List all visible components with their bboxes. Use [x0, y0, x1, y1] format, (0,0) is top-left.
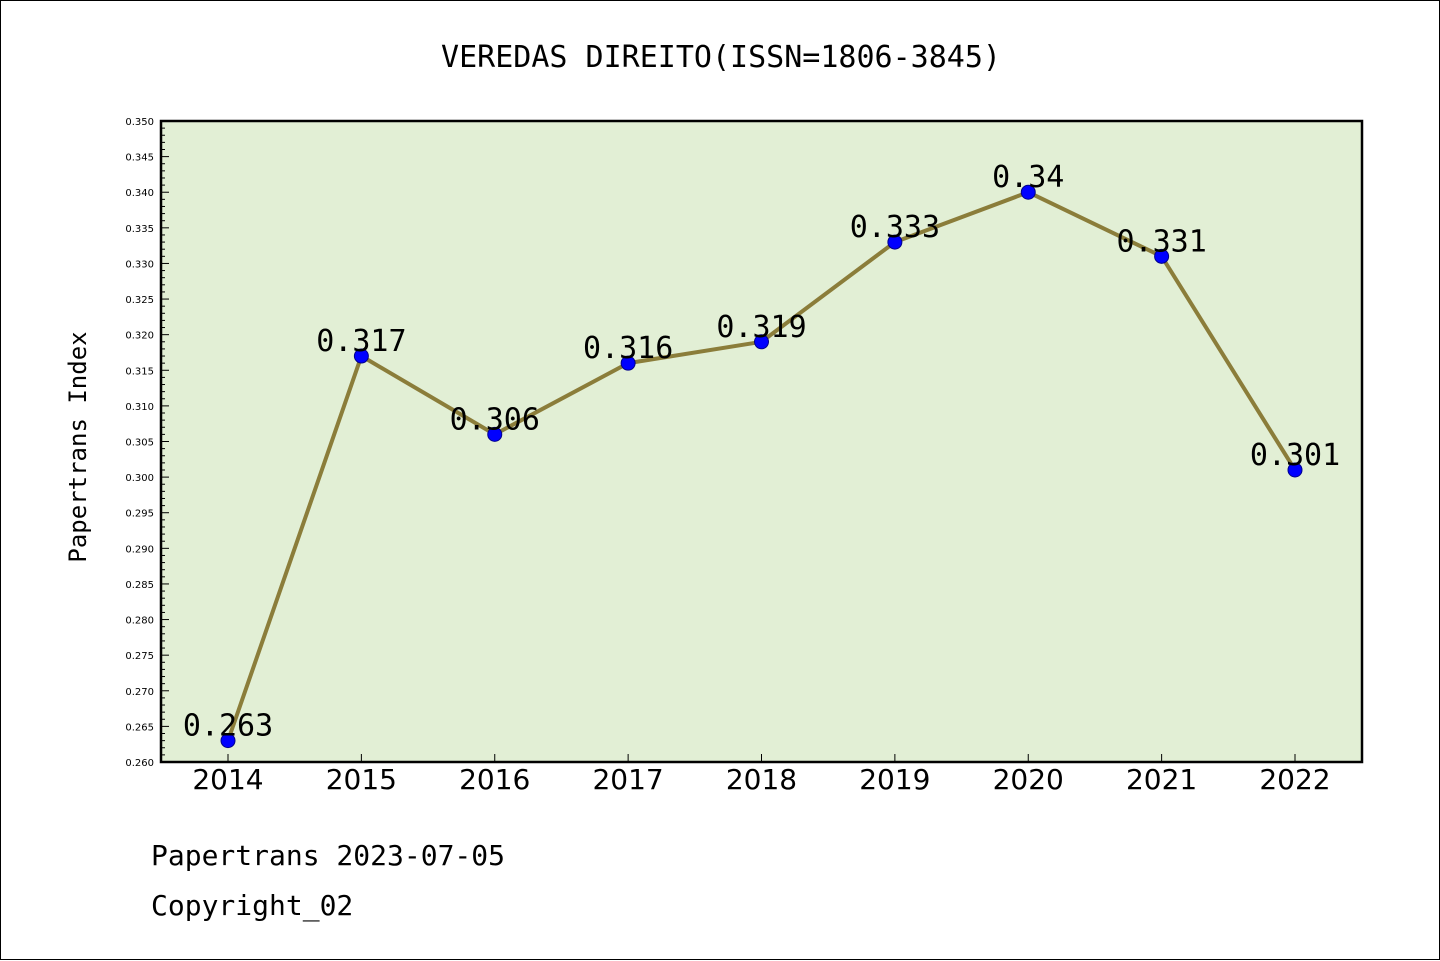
y-tick-label: 0.305: [125, 438, 154, 449]
x-tick-label: 2022: [1259, 763, 1330, 796]
x-tick-label: 2017: [592, 763, 663, 796]
data-point: [1020, 184, 1036, 200]
data-point: [754, 334, 769, 350]
y-axis-label: Papertrans Index: [64, 331, 92, 562]
data-label: 0.331: [1116, 224, 1206, 259]
data-point: [487, 426, 503, 442]
y-tick-label: 0.330: [125, 259, 154, 270]
y-tick-label: 0.315: [125, 366, 154, 377]
y-tick-label: 0.295: [125, 509, 154, 520]
chart-title: VEREDAS DIREITO(ISSN=1806-3845): [441, 40, 1001, 75]
data-label: 0.301: [1250, 438, 1340, 473]
y-tick-label: 0.300: [125, 473, 154, 484]
data-label: 0.333: [850, 210, 940, 245]
data-label: 0.306: [450, 402, 540, 437]
y-tick-label: 0.340: [125, 188, 154, 199]
y-tick-label: 0.345: [125, 153, 154, 164]
data-label: 0.319: [716, 310, 806, 345]
y-tick-label: 0.290: [125, 544, 154, 555]
x-tick-label: 2016: [459, 763, 530, 796]
x-tick-label: 2021: [1126, 763, 1197, 796]
x-tick-label: 2015: [326, 763, 397, 796]
footer-copyright: Copyright_02: [151, 889, 353, 923]
data-point: [220, 733, 236, 749]
y-tick-label: 0.310: [125, 402, 154, 413]
data-point: [353, 348, 369, 364]
y-tick-label: 0.280: [125, 616, 154, 627]
x-tick-label: 2018: [726, 763, 797, 796]
y-tick-label: 0.320: [125, 331, 154, 342]
y-tick-label: 0.265: [125, 722, 154, 733]
footer-date: Papertrans 2023-07-05: [151, 839, 505, 872]
data-point: [1287, 462, 1303, 478]
y-tick-label: 0.350: [125, 117, 154, 128]
data-label: 0.263: [183, 709, 273, 744]
data-label: 0.34: [992, 160, 1064, 195]
x-tick-label: 2014: [192, 763, 263, 796]
y-tick-label: 0.335: [125, 224, 154, 235]
plot-border: [159, 119, 1364, 764]
plot-area: [161, 121, 1362, 762]
data-point: [620, 355, 636, 371]
x-tick-label: 2019: [859, 763, 930, 796]
data-point: [887, 234, 903, 250]
data-label: 0.317: [316, 324, 406, 359]
data-point: [1154, 248, 1170, 264]
y-tick-label: 0.285: [125, 580, 154, 591]
y-tick-label: 0.260: [125, 758, 154, 769]
y-tick-label: 0.275: [125, 651, 154, 662]
data-label: 0.316: [583, 331, 673, 366]
x-tick-label: 2020: [993, 763, 1064, 796]
y-tick-label: 0.325: [125, 295, 154, 306]
y-tick-label: 0.270: [125, 687, 154, 698]
